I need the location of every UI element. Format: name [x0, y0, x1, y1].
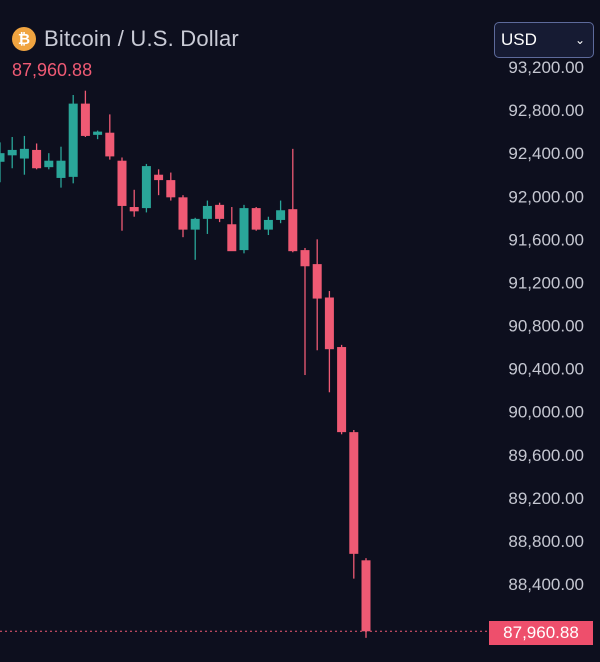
candle	[300, 247, 310, 376]
candle	[44, 153, 54, 170]
candle-body	[312, 264, 322, 299]
candle	[190, 217, 200, 260]
candle	[288, 148, 298, 253]
candle-body	[263, 219, 273, 230]
bitcoin-icon: ₿	[12, 27, 36, 51]
chart-header: ₿ Bitcoin / U.S. Dollar	[12, 26, 239, 52]
candle	[19, 135, 29, 175]
candle-body	[361, 560, 371, 632]
candle	[202, 200, 212, 234]
candle	[129, 189, 139, 217]
candle-body	[141, 166, 151, 209]
candle-body	[117, 160, 127, 206]
y-tick-label: 92,800.00	[508, 101, 584, 120]
y-tick-label: 93,200.00	[508, 58, 584, 77]
candle	[117, 157, 127, 231]
candle-body	[324, 297, 334, 350]
candle-body	[251, 208, 261, 230]
chevron-down-icon: ⌄	[574, 33, 585, 47]
candle	[166, 172, 176, 201]
current-price: 87,960.88	[12, 60, 93, 80]
candle	[68, 95, 78, 184]
candles-layer	[0, 90, 371, 638]
candle	[263, 216, 273, 236]
candle-body	[7, 149, 17, 156]
candle	[93, 130, 103, 140]
y-tick-label: 91,200.00	[508, 273, 584, 292]
candle	[324, 291, 334, 393]
candle-body	[300, 250, 310, 267]
candle	[215, 202, 225, 223]
candle-body	[178, 197, 188, 230]
candle	[141, 163, 151, 213]
candle	[349, 429, 359, 579]
candle	[56, 146, 66, 188]
candle-body	[80, 103, 90, 136]
y-axis: 93,200.00 92,800.00 92,400.00 92,000.00 91,6…	[508, 58, 584, 594]
candle	[251, 207, 261, 231]
candle-body	[227, 224, 237, 252]
candle-body	[202, 205, 212, 219]
y-tick-label: 89,600.00	[508, 446, 584, 465]
candle-body	[349, 432, 359, 554]
candle-body	[190, 218, 200, 230]
candle-body	[154, 174, 164, 181]
candle	[105, 114, 115, 160]
candle-body	[166, 180, 176, 198]
y-tick-label: 88,400.00	[508, 575, 584, 594]
candle	[239, 204, 249, 254]
y-tick-label: 90,000.00	[508, 403, 584, 422]
candle-body	[215, 204, 225, 219]
y-tick-label: 91,600.00	[508, 230, 584, 249]
y-tick-label: 92,400.00	[508, 144, 584, 163]
candle-body	[93, 131, 103, 135]
candle	[276, 200, 286, 224]
candle	[80, 90, 90, 138]
currency-select-value: USD	[501, 30, 537, 49]
candle	[312, 239, 322, 351]
candle-body	[32, 149, 42, 169]
candle-body	[44, 160, 54, 168]
candle	[227, 207, 237, 252]
currency-select[interactable]: USD ⌄	[494, 22, 594, 58]
candle-body	[337, 347, 347, 433]
y-tick-label: 90,800.00	[508, 317, 584, 336]
candle-body	[239, 208, 249, 251]
candle-body	[19, 148, 29, 159]
candle	[32, 143, 42, 170]
candle-body	[276, 210, 286, 220]
y-tick-label: 90,400.00	[508, 360, 584, 379]
candle-body	[56, 160, 66, 178]
candle-body	[129, 207, 139, 212]
chart-title: Bitcoin / U.S. Dollar	[44, 26, 239, 51]
candle	[337, 344, 347, 435]
candle-body	[288, 209, 298, 252]
y-tick-label: 92,000.00	[508, 187, 584, 206]
current-price-tag: 87,960.88	[489, 621, 593, 645]
candle	[361, 558, 371, 638]
y-tick-label: 89,200.00	[508, 489, 584, 508]
candle	[154, 169, 164, 196]
candle	[7, 137, 17, 169]
candle	[0, 142, 5, 183]
candle-body	[0, 153, 5, 162]
candle-body	[105, 132, 115, 157]
candle	[178, 195, 188, 238]
candle-body	[68, 103, 78, 177]
y-tick-label: 88,800.00	[508, 532, 584, 551]
